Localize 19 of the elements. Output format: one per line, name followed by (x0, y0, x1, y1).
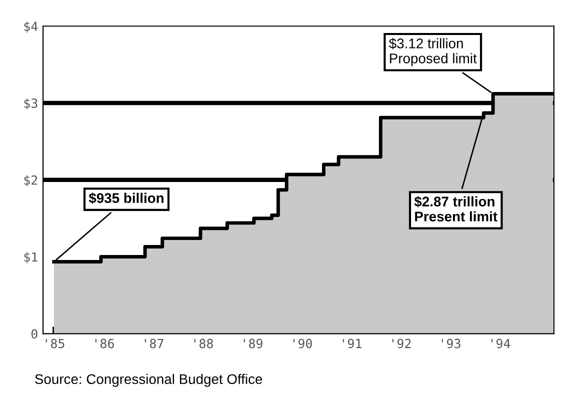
y-tick-label: $1 (24, 252, 38, 264)
x-tick-label: '87 (144, 338, 164, 348)
y-tick-label: $4 (24, 21, 38, 33)
x-tick-label: '90 (293, 338, 312, 348)
y-tick-label: 0 (31, 329, 38, 339)
y-tick-label: $2 (24, 175, 38, 187)
x-tick-label: '91 (342, 338, 362, 348)
x-tick-label: '93 (442, 338, 460, 348)
x-tick-label: '85 (46, 338, 64, 348)
x-tick-label: '92 (392, 338, 411, 348)
annotation: $3.12 trillion Proposed limit (389, 38, 477, 66)
x-tick-label: '86 (95, 338, 114, 348)
annotation: $935 billion (88, 192, 164, 204)
x-tick-label: '88 (194, 338, 213, 348)
y-tick-label: $3 (24, 98, 38, 110)
annotation: $2.87 trillion Present limit (414, 196, 498, 222)
x-tick-label: '94 (491, 338, 510, 348)
source-note: Source: Congressional Budget Office (35, 374, 262, 387)
x-tick-label: '89 (244, 338, 262, 348)
